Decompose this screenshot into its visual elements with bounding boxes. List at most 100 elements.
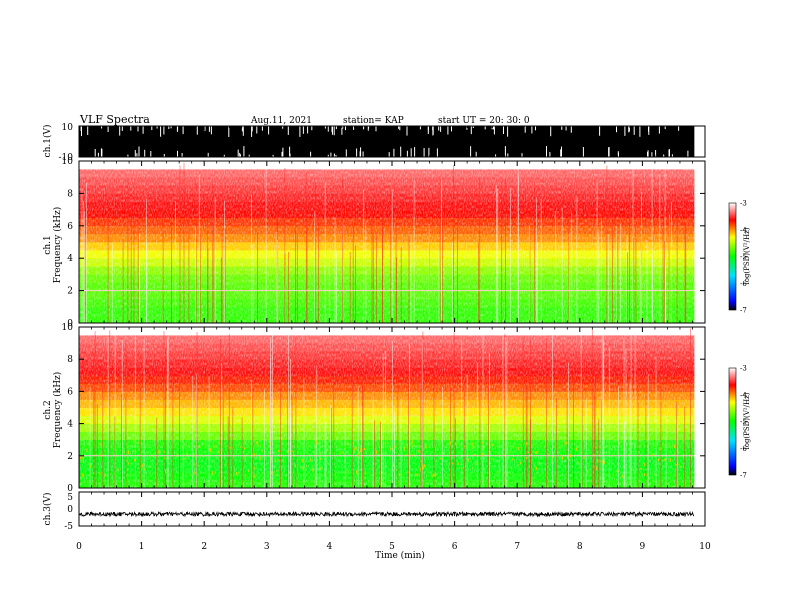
spectrogram-hotspot [467, 458, 469, 462]
spectrogram-streak [676, 420, 678, 488]
ch1-waveform-gap [560, 149, 562, 157]
ch3-ytick-top: 5 [67, 493, 73, 503]
spectrogram-streak [220, 338, 221, 488]
ch3-waveform-panel: 5 0 -5 ch.3(V) 0 1 2 3 4 5 6 7 8 9 10 Time (min) [42, 491, 711, 561]
ch1-waveform-gap [521, 153, 523, 157]
spectrogram-streak [479, 379, 481, 488]
spectrogram-streak [171, 204, 172, 323]
spectrogram-hotspot [517, 447, 519, 450]
ch1-waveform-gap [289, 146, 291, 157]
spectrogram-hotspot [420, 459, 422, 463]
spectrogram-streak [285, 246, 286, 323]
freq-tick-label: 10 [62, 157, 74, 167]
spectrogram-hotspot [99, 471, 101, 476]
spectrogram-streak [228, 334, 230, 488]
spectrogram-hotspot [442, 452, 444, 457]
spectrogram-streak [684, 407, 686, 488]
spectrogram-streak [252, 244, 254, 323]
colorbar-tick-label: -5 [740, 253, 747, 261]
spectrogram-hotspot [597, 459, 599, 464]
spectrogram-hotspot [143, 468, 145, 471]
spectrogram-hotspot [364, 471, 366, 475]
spectrogram-hotspot [532, 444, 535, 446]
spectrogram-hotspot [212, 471, 214, 475]
spectrogram-streak [376, 234, 377, 323]
spectrogram-hotspot [229, 446, 231, 450]
spectrogram-streak [634, 328, 636, 488]
spectrogram-streak [224, 229, 226, 323]
spectrogram-streak [362, 385, 364, 488]
spectrogram-hotspot [601, 460, 603, 464]
spectrogram-streak [251, 194, 252, 323]
ch1-waveform-gap [94, 149, 96, 157]
spectrogram-streak [608, 346, 610, 488]
spectrogram-hotspot [512, 445, 515, 449]
ch1-waveform-trace [79, 126, 695, 157]
ch1-waveform-gap [287, 126, 289, 135]
spectrogram-streak [627, 252, 628, 323]
ch3-waveform-line [78, 510, 695, 518]
spectrogram-streak [573, 376, 574, 488]
spectrogram-hotspot [257, 443, 259, 447]
spectrogram-hotspot [375, 450, 377, 455]
spectrogram-streak [363, 190, 365, 323]
time-tick-label: 6 [452, 542, 458, 552]
spectrogram-hotspot [657, 458, 660, 462]
ch1-waveform-gap [368, 126, 370, 129]
ch1-waveform-gap [281, 151, 283, 157]
spectrogram-streak [408, 236, 410, 323]
ch1-waveform-gap [239, 152, 241, 157]
ch1-waveform-gap [406, 126, 408, 136]
spectrogram-streak [315, 181, 317, 323]
ch2-spectrogram-image [79, 327, 695, 489]
ch2-spectrogram-ylabel: Frequency (kHz) [52, 372, 63, 449]
spectrogram-streak [598, 230, 600, 323]
spectrogram-hotspot [363, 448, 366, 451]
spectrogram-hotspot [244, 447, 246, 450]
ch1-colorbar-ticks: -3 -4 -5 -6 -7 [740, 200, 747, 315]
spectrogram-streak [390, 191, 392, 323]
spectrogram-hotspot [526, 441, 528, 446]
spectrogram-streak [382, 353, 384, 488]
spectrogram-hotspot [320, 453, 322, 455]
ch1-spectrogram-ticks [78, 161, 706, 323]
spectrogram-streak [585, 399, 587, 488]
spectrogram-streak [127, 177, 129, 323]
ch1-waveform-gap [359, 151, 361, 157]
spectrogram-streak [392, 341, 393, 488]
spectrogram-streak [89, 386, 91, 488]
spectrogram-hotspot [509, 451, 511, 453]
ch1-waveform-gap [170, 126, 172, 129]
ch1-waveform-panel: 10 -10 ch.1(V) [42, 123, 706, 163]
spectrogram-streak [222, 367, 224, 488]
ch1-waveform-gap [138, 146, 140, 157]
spectrogram-streak [455, 418, 456, 488]
spectrogram-streak [196, 373, 197, 488]
spectrogram-streak [122, 239, 124, 323]
spectrogram-streak [536, 197, 537, 323]
spectrogram-hotspot [668, 445, 670, 447]
spectrogram-hotspot [520, 461, 522, 464]
spectrogram-streak [130, 203, 132, 323]
ch1-waveform-gap [311, 126, 313, 131]
ch1-waveform-gap [341, 126, 343, 135]
spectrogram-hotspot [248, 470, 250, 473]
spectrogram-hotspot [127, 450, 129, 454]
spectrogram-hotspot [492, 458, 494, 461]
spectrogram-hotspot [482, 446, 484, 450]
spectrogram-hotspot [682, 440, 684, 443]
spectrogram-hotspot [396, 468, 398, 470]
ch1-waveform-gap [204, 126, 206, 131]
spectrogram-hotspot [411, 454, 413, 457]
ch2-colorbar-ticks: -3 -4 -5 -6 -7 [740, 365, 747, 480]
spectrogram-streak [581, 354, 583, 488]
ch1-waveform-gap [647, 150, 649, 157]
spectrogram-streak [352, 224, 354, 323]
spectrogram-hotspot [510, 466, 512, 470]
spectrogram-streak [453, 332, 455, 488]
spectrogram-streak [453, 165, 454, 323]
spectrogram-streak [84, 211, 86, 323]
spectrogram-hotspot [236, 471, 238, 476]
spectrogram-hotspot [431, 473, 433, 477]
time-tick-label: 7 [514, 542, 520, 552]
